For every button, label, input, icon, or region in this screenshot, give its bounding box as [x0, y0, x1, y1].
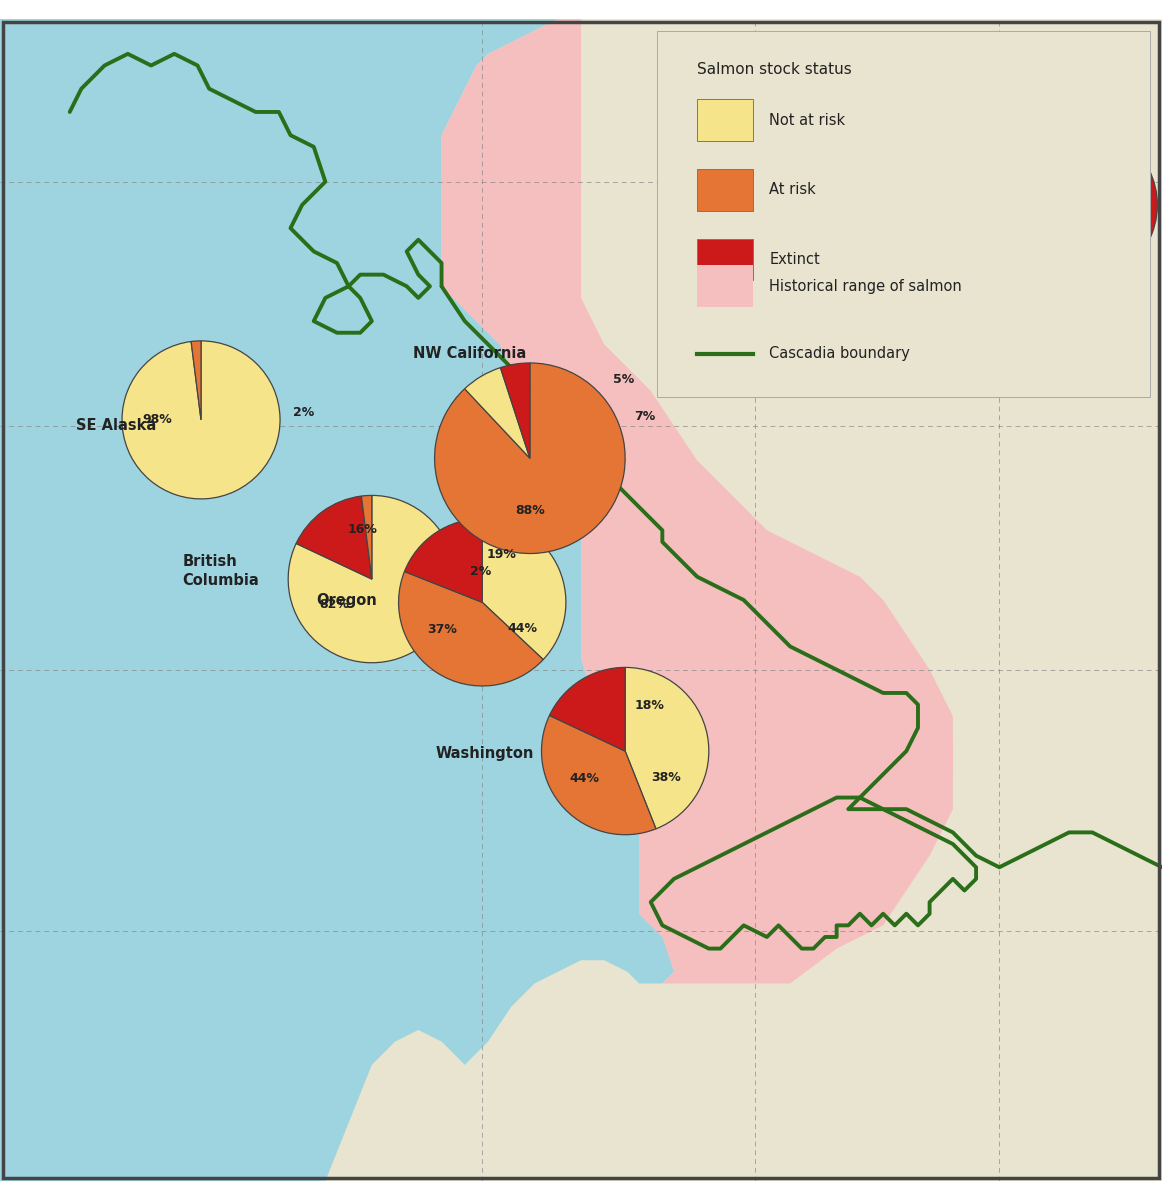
Text: Cascadia boundary: Cascadia boundary — [769, 346, 910, 361]
Text: 62%: 62% — [1106, 214, 1136, 227]
FancyBboxPatch shape — [697, 239, 753, 281]
Text: 82%: 82% — [318, 599, 349, 611]
FancyBboxPatch shape — [697, 100, 753, 142]
Wedge shape — [1024, 126, 1157, 284]
Wedge shape — [541, 715, 657, 835]
Wedge shape — [361, 496, 372, 580]
FancyBboxPatch shape — [697, 265, 753, 307]
Wedge shape — [999, 176, 1078, 263]
Text: 18%: 18% — [634, 698, 665, 712]
Text: 38%: 38% — [651, 770, 681, 784]
FancyBboxPatch shape — [657, 31, 1150, 397]
Text: 98%: 98% — [143, 413, 172, 426]
Wedge shape — [399, 571, 543, 686]
Text: 44%: 44% — [569, 772, 600, 785]
Text: 88%: 88% — [515, 504, 545, 517]
Text: At risk: At risk — [769, 182, 816, 197]
Text: 2%: 2% — [293, 407, 314, 419]
Text: British
Columbia: British Columbia — [182, 554, 259, 588]
Text: 19%: 19% — [487, 547, 517, 560]
Polygon shape — [442, 19, 953, 984]
Text: Not at risk: Not at risk — [769, 113, 846, 127]
Wedge shape — [625, 667, 709, 829]
Text: 5%: 5% — [612, 373, 634, 386]
Text: Oregon: Oregon — [316, 593, 376, 607]
FancyBboxPatch shape — [697, 169, 753, 211]
Wedge shape — [1005, 126, 1078, 205]
Wedge shape — [465, 367, 530, 458]
Wedge shape — [404, 518, 482, 602]
Text: 19%: 19% — [1017, 205, 1046, 218]
Polygon shape — [627, 449, 953, 972]
Polygon shape — [0, 19, 1162, 1181]
Text: Historical range of salmon: Historical range of salmon — [769, 278, 962, 294]
Text: 2%: 2% — [469, 565, 492, 578]
Wedge shape — [435, 362, 625, 553]
Text: Salmon stock status: Salmon stock status — [697, 62, 852, 77]
Text: 19%: 19% — [1066, 151, 1095, 164]
Text: NW California: NW California — [413, 346, 525, 361]
Wedge shape — [296, 496, 372, 580]
Polygon shape — [0, 19, 1162, 1181]
Wedge shape — [482, 518, 566, 660]
Text: 44%: 44% — [508, 623, 538, 635]
Text: Idaho: Idaho — [953, 276, 999, 292]
Wedge shape — [191, 341, 201, 420]
Text: Extinct: Extinct — [769, 252, 820, 268]
Text: SE Alaska: SE Alaska — [76, 418, 156, 433]
Wedge shape — [550, 667, 625, 751]
Text: Washington: Washington — [436, 746, 535, 761]
Text: 16%: 16% — [347, 523, 378, 536]
Text: 7%: 7% — [633, 410, 655, 424]
Wedge shape — [122, 341, 280, 499]
Text: 37%: 37% — [428, 623, 457, 636]
Wedge shape — [501, 362, 530, 458]
Wedge shape — [288, 496, 456, 662]
